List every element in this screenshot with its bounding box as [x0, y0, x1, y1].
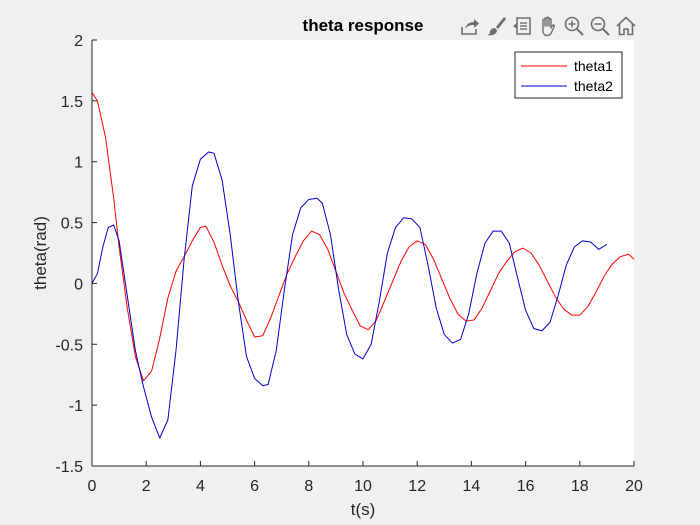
- y-axis-title: theta(rad): [31, 216, 50, 290]
- brush-button[interactable]: [484, 13, 508, 39]
- y-tick-label: 0: [74, 276, 83, 293]
- restore-view-button[interactable]: [614, 13, 638, 39]
- home-icon: [616, 16, 636, 36]
- x-tick-label: 16: [517, 478, 535, 495]
- legend-label-theta2: theta2: [574, 78, 613, 94]
- series-line-theta2[interactable]: [91, 151, 608, 439]
- brush-icon: [487, 17, 506, 36]
- x-tick-label: 10: [354, 478, 372, 495]
- zoom-in-button[interactable]: [562, 13, 586, 39]
- y-tick-label: -1: [69, 398, 83, 415]
- legend-label-theta1: theta1: [574, 58, 613, 74]
- export-icon: [461, 19, 479, 35]
- zoom-out-icon: [590, 16, 610, 36]
- pan-hand-icon: [542, 16, 556, 37]
- x-axis-title: t(s): [351, 500, 376, 519]
- x-tick-label: 2: [142, 478, 151, 495]
- plot-area[interactable]: [92, 40, 634, 466]
- x-tick-label: 6: [250, 478, 259, 495]
- x-tick-label: 0: [88, 478, 97, 495]
- y-tick-label: -0.5: [55, 337, 83, 354]
- chart-title: theta response: [303, 16, 424, 35]
- x-tick-label: 18: [571, 478, 589, 495]
- data-tips-icon: [513, 17, 531, 35]
- axes-layer: 0 2 4 6 8 10 12 14 16 18 20 -1.5 -1 -0.5 0 0.5 1 1.5 2: [55, 33, 643, 495]
- x-tick-label: 8: [304, 478, 313, 495]
- y-tick-label: 2: [74, 33, 83, 50]
- x-tick-label: 20: [625, 478, 643, 495]
- export-button[interactable]: [458, 13, 482, 39]
- zoom-out-button[interactable]: [588, 13, 612, 39]
- y-tick-label: 1.5: [61, 94, 83, 111]
- y-tick-label: -1.5: [55, 459, 83, 476]
- series-line-theta1[interactable]: [91, 92, 635, 382]
- zoom-in-icon: [564, 16, 584, 36]
- pan-button[interactable]: [536, 13, 560, 39]
- data-tips-button[interactable]: [510, 13, 534, 39]
- y-tick-label: 0.5: [61, 216, 83, 233]
- axes-toolbar: [458, 12, 638, 40]
- x-tick-label: 14: [463, 478, 481, 495]
- series-layer: [91, 92, 635, 439]
- x-tick-label: 12: [408, 478, 426, 495]
- legend[interactable]: theta1 theta2: [514, 51, 623, 99]
- legend-box: [514, 51, 623, 99]
- y-tick-label: 1: [74, 155, 83, 172]
- x-tick-label: 4: [196, 478, 205, 495]
